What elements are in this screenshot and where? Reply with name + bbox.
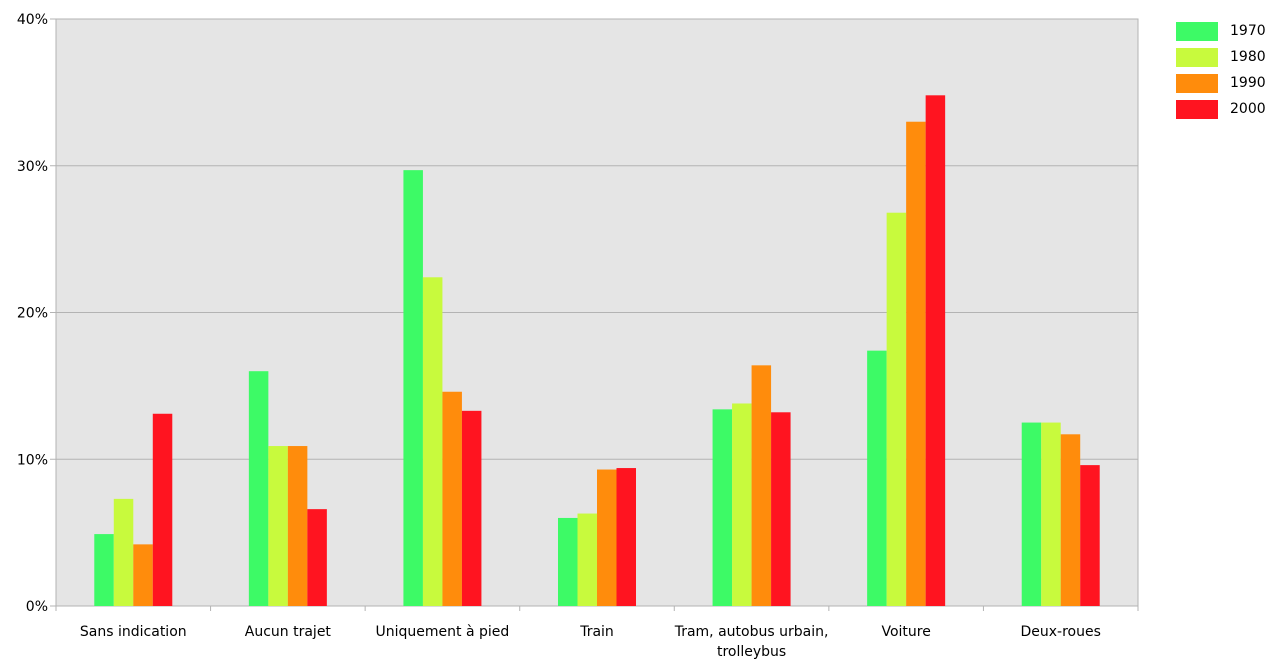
legend-item: 1980: [1176, 44, 1266, 70]
bar: [403, 170, 423, 606]
bar: [1021, 422, 1042, 606]
bar: [152, 413, 173, 606]
y-tick-label: 10%: [17, 452, 48, 468]
y-tick-label: 0%: [26, 599, 48, 615]
x-tick-label: Uniquement à pied: [376, 624, 510, 640]
bar: [867, 350, 887, 606]
bar: [886, 212, 907, 606]
bar: [577, 513, 597, 606]
bar: [1041, 422, 1061, 606]
bar: [597, 469, 617, 606]
x-tick-label: Deux-roues: [1021, 624, 1101, 640]
legend-label: 1980: [1230, 49, 1266, 65]
bar: [248, 371, 269, 606]
legend-item: 2000: [1176, 96, 1266, 122]
legend-item: 1990: [1176, 70, 1266, 96]
bar: [307, 509, 327, 606]
legend-label: 2000: [1230, 101, 1266, 117]
legend-swatch: [1176, 47, 1218, 67]
bar: [1080, 465, 1100, 606]
legend-label: 1990: [1230, 75, 1266, 91]
bar: [558, 517, 578, 606]
x-tick-label: Tram, autobus urbain,: [674, 624, 829, 640]
y-tick-label: 30%: [17, 159, 48, 175]
bar: [94, 534, 114, 606]
bar: [442, 391, 462, 606]
bar: [461, 410, 482, 606]
legend-swatch: [1176, 21, 1218, 41]
bar: [133, 544, 153, 606]
bar: [906, 121, 926, 606]
legend-label: 1970: [1230, 23, 1266, 39]
x-tick-label: Train: [579, 624, 614, 640]
bar: [268, 446, 288, 606]
legend: 1970 1980 1990 2000: [1176, 18, 1266, 122]
y-tick-label: 20%: [17, 306, 48, 322]
bar: [1060, 434, 1081, 606]
y-tick-label: 40%: [17, 12, 48, 28]
legend-item: 1970: [1176, 18, 1266, 44]
bar: [616, 468, 636, 606]
x-tick-label: Sans indication: [80, 624, 187, 640]
x-tick-label: Voiture: [881, 624, 930, 640]
bar: [712, 409, 733, 606]
legend-swatch: [1176, 99, 1218, 119]
bar: [287, 446, 308, 606]
bar: [732, 403, 752, 606]
x-tick-label: Aucun trajet: [245, 624, 332, 640]
bar: [925, 95, 946, 606]
bar: [771, 412, 791, 606]
x-tick-label: trolleybus: [717, 644, 786, 660]
bar: [422, 277, 443, 606]
bar: [113, 498, 134, 606]
bar: [751, 365, 772, 606]
legend-swatch: [1176, 73, 1218, 93]
